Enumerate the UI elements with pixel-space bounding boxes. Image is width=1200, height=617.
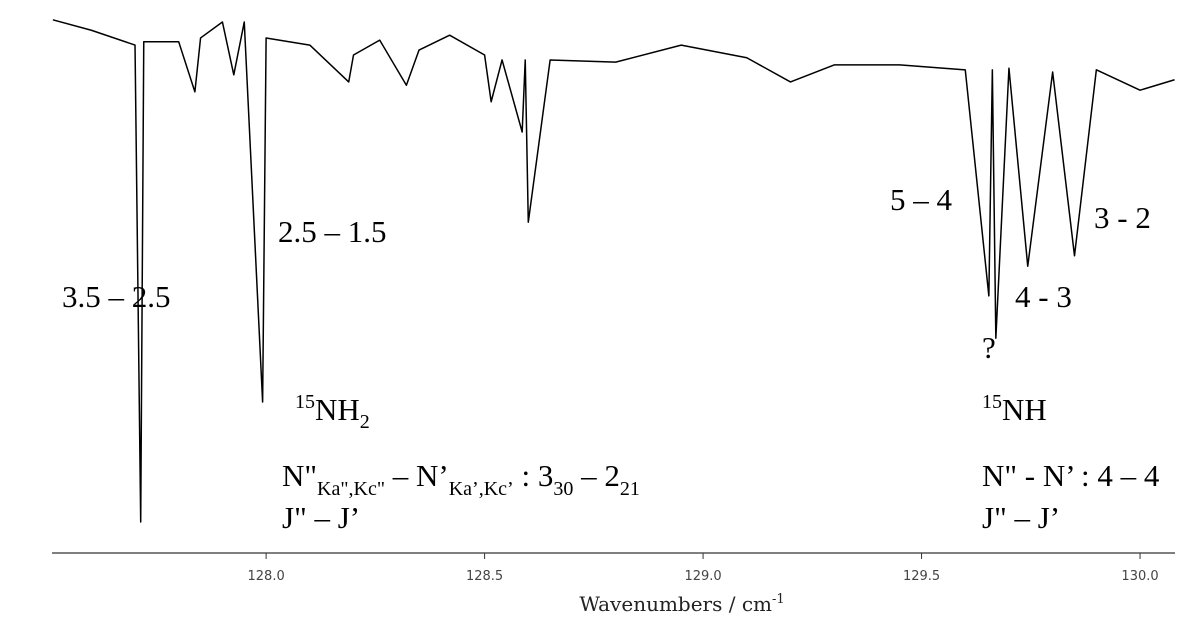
annotation: N"Ka",Kc" – N’Ka’,Kc’ : 330 – 221 [282, 458, 640, 500]
annotation-text: 3 - 2 [1094, 200, 1151, 235]
spectrum-line [52, 19, 1175, 523]
annotation-text: N" [282, 458, 317, 493]
annotation-text: 4 - 3 [1015, 279, 1072, 314]
annotation-text: J" – J’ [282, 500, 360, 535]
annotation: 5 – 4 [890, 182, 953, 217]
annotation-text: NH [1002, 392, 1047, 427]
annotation: 2.5 – 1.5 [278, 214, 387, 249]
x-tick-label: 129.5 [903, 569, 940, 584]
annotation-text: NH [315, 392, 360, 427]
annotation-text: : 3 [514, 458, 554, 493]
x-label-text: Wavenumbers / cm [579, 592, 772, 616]
annotation-sub: 30 [553, 478, 573, 500]
annotation-text: N" - N’ : 4 – 4 [982, 458, 1160, 493]
annotation-text: J" – J’ [982, 500, 1060, 535]
annotation-text: 2.5 – 1.5 [278, 214, 387, 249]
annotation-sub: Ka’,Kc’ [449, 478, 514, 500]
annotation: J" – J’ [982, 500, 1060, 535]
annotation: 4 - 3 [1015, 279, 1072, 314]
annotation: ? [982, 330, 996, 365]
x-tick-label: 130.0 [1121, 569, 1158, 584]
x-tick-label: 128.5 [466, 569, 503, 584]
annotation: 3.5 – 2.5 [62, 279, 171, 314]
x-label-sup: -1 [772, 592, 785, 607]
annotation-sub: Ka",Kc" [317, 478, 385, 500]
x-tick-label: 129.0 [684, 569, 721, 584]
annotation-text: 3.5 – 2.5 [62, 279, 171, 314]
annotation: 15NH2 [295, 391, 370, 433]
annotation-text: ? [982, 330, 996, 365]
annotation-sub: 21 [620, 478, 640, 500]
annotation: N" - N’ : 4 – 4 [982, 458, 1160, 493]
annotation-sup: 15 [295, 391, 315, 413]
annotation-text: – N’ [385, 458, 449, 493]
annotation-sup: 15 [982, 391, 1002, 413]
annotation: 15NH [982, 391, 1047, 427]
x-tick-label: 128.0 [248, 569, 285, 584]
x-axis-label: Wavenumbers / cm-1 [579, 592, 784, 616]
annotation-text: – 2 [573, 458, 620, 493]
annotation: J" – J’ [282, 500, 360, 535]
annotation-text: 5 – 4 [890, 182, 953, 217]
annotation-sub: 2 [360, 411, 370, 433]
annotation: 3 - 2 [1094, 200, 1151, 235]
